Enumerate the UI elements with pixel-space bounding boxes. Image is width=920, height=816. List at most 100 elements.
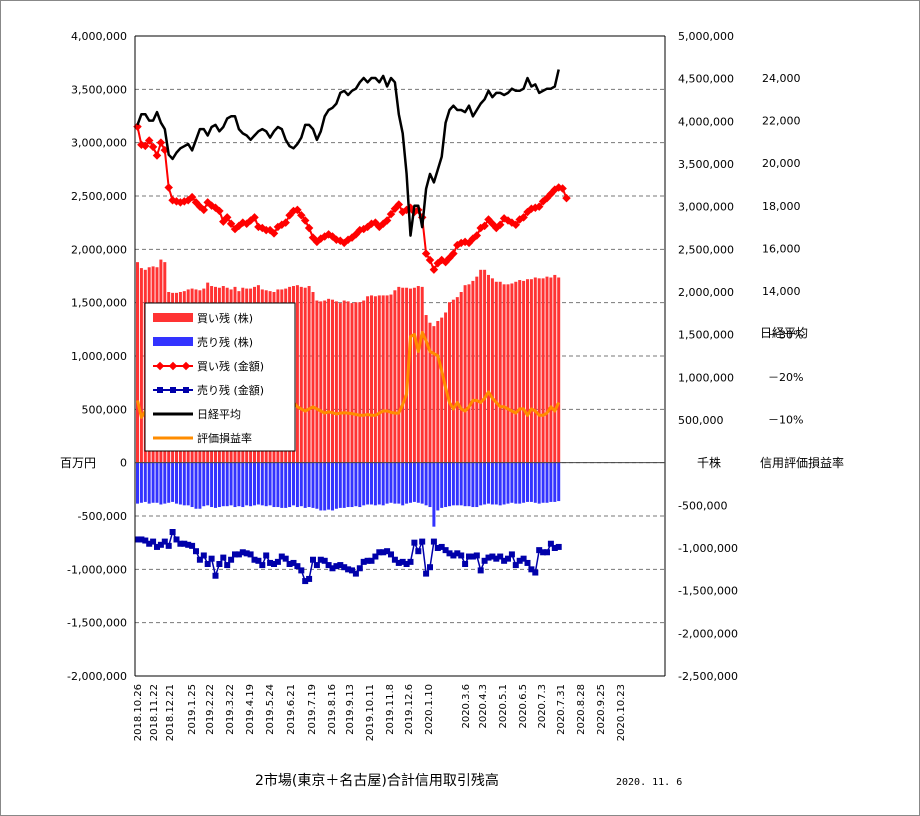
buy-shares-bar (553, 274, 557, 463)
sell-shares-bar (272, 462, 276, 508)
x-tick-label: 2019.8.16 (327, 684, 338, 735)
sell-shares-bar (366, 462, 370, 505)
buy-amount-point (425, 255, 435, 265)
left-tick-label: -1,000,000 (67, 563, 127, 576)
sell-shares-bar (506, 462, 510, 504)
sell-shares-bar (358, 462, 362, 508)
sell-shares-bar (249, 462, 253, 507)
sell-amount-point (185, 541, 192, 548)
sell-amount-point (419, 538, 426, 545)
sell-shares-bar (327, 462, 331, 510)
sell-amount-point (477, 567, 484, 574)
sell-amount-point (146, 540, 153, 547)
sell-amount-point (540, 549, 547, 556)
sell-shares-bar (264, 462, 268, 507)
buy-shares-bar (463, 285, 467, 463)
sell-amount-point (212, 572, 219, 579)
legend-label: 売り残 (株) (197, 335, 253, 349)
sell-shares-bar (237, 462, 241, 507)
sell-amount-point (380, 549, 387, 556)
sell-amount-point (150, 538, 157, 545)
right-tick-label: -500,000 (678, 499, 727, 512)
sell-amount-point (360, 558, 367, 565)
sell-amount-point (255, 557, 262, 564)
sell-amount-point (345, 566, 352, 573)
nikkei-axis-label: 日経平均 (760, 326, 808, 340)
buy-amount-point (304, 223, 314, 233)
sell-amount-point (516, 557, 523, 564)
sell-amount-point (251, 556, 258, 563)
left-tick-label: 2,500,000 (71, 190, 127, 203)
sell-shares-bar (307, 462, 311, 508)
sell-shares-bar (401, 462, 405, 506)
legend-marker (168, 361, 178, 371)
sell-shares-bar (206, 462, 210, 506)
buy-shares-bar (299, 286, 303, 463)
buy-shares-bar (346, 301, 350, 463)
right-tick-label: 2,500,000 (678, 243, 734, 256)
sell-amount-point (224, 562, 231, 569)
buy-shares-bar (545, 276, 549, 463)
x-tick-label: 2019.6.21 (286, 684, 297, 735)
sell-amount-point (216, 561, 223, 567)
sell-shares-bar (494, 462, 498, 505)
sell-amount-point (317, 556, 324, 563)
sell-shares-bar (155, 462, 159, 503)
buy-shares-bar (327, 298, 331, 463)
sell-shares-bar (331, 462, 334, 511)
buy-shares-bar (537, 278, 541, 463)
sell-shares-bar (292, 462, 295, 506)
sell-amount-point (294, 563, 301, 570)
sell-amount-point (462, 561, 469, 567)
sell-amount-point (430, 538, 437, 545)
buy-shares-bar (342, 300, 346, 463)
legend-label: 買い残 (株) (197, 311, 253, 325)
buy-amount-point (156, 138, 166, 147)
sell-amount-point (532, 569, 539, 576)
chart-title: 2市場(東京＋名古屋)合計信用取引残高 (255, 772, 499, 789)
legend-marker (155, 361, 165, 371)
sell-amount-point (399, 558, 406, 565)
sell-shares-bar (210, 462, 214, 508)
sell-amount-point (501, 557, 508, 564)
sell-shares-bar (346, 462, 350, 508)
sell-shares-bar (276, 462, 280, 508)
buy-amount-point (222, 213, 232, 222)
buy-shares-bar (467, 284, 471, 463)
sell-amount-point (524, 559, 531, 566)
sell-amount-point (555, 543, 562, 550)
sell-shares-bar (471, 462, 475, 508)
x-tick-label: 2020.9.25 (596, 684, 607, 735)
buy-shares-bar (315, 300, 319, 463)
sell-shares-bar (151, 462, 155, 503)
buy-shares-bar (506, 284, 510, 463)
legend-swatch (153, 337, 193, 346)
right-tick-label: -2,500,000 (678, 670, 738, 683)
sell-shares-bar (334, 462, 338, 509)
left-tick-label: -500,000 (78, 510, 127, 523)
sell-amount-point (220, 554, 227, 561)
rate-tick-label: －10% (768, 414, 803, 427)
legend-swatch (153, 313, 193, 322)
left-tick-label: 3,000,000 (71, 137, 127, 150)
sell-shares-bar (463, 462, 467, 507)
buy-shares-bar (416, 286, 420, 463)
sell-amount-point (325, 562, 332, 569)
sell-shares-bar (136, 462, 139, 504)
sell-amount-point (181, 540, 188, 547)
buy-shares-bar (319, 301, 323, 463)
buy-shares-bar (331, 299, 334, 463)
sell-amount-point (473, 552, 480, 559)
sell-shares-bar (245, 462, 249, 506)
left-tick-label: 500,000 (82, 403, 128, 416)
sell-amount-point (489, 553, 496, 560)
sell-shares-bar (518, 462, 522, 504)
left-tick-label: 1,500,000 (71, 297, 127, 310)
buy-shares-bar (432, 326, 436, 463)
sell-amount-point (232, 551, 238, 558)
sell-amount-point (313, 562, 320, 569)
buy-shares-bar (338, 303, 342, 463)
buy-amount-point (281, 218, 290, 227)
sell-shares-bar (459, 462, 463, 506)
rate-tick-label: －20% (768, 371, 803, 384)
